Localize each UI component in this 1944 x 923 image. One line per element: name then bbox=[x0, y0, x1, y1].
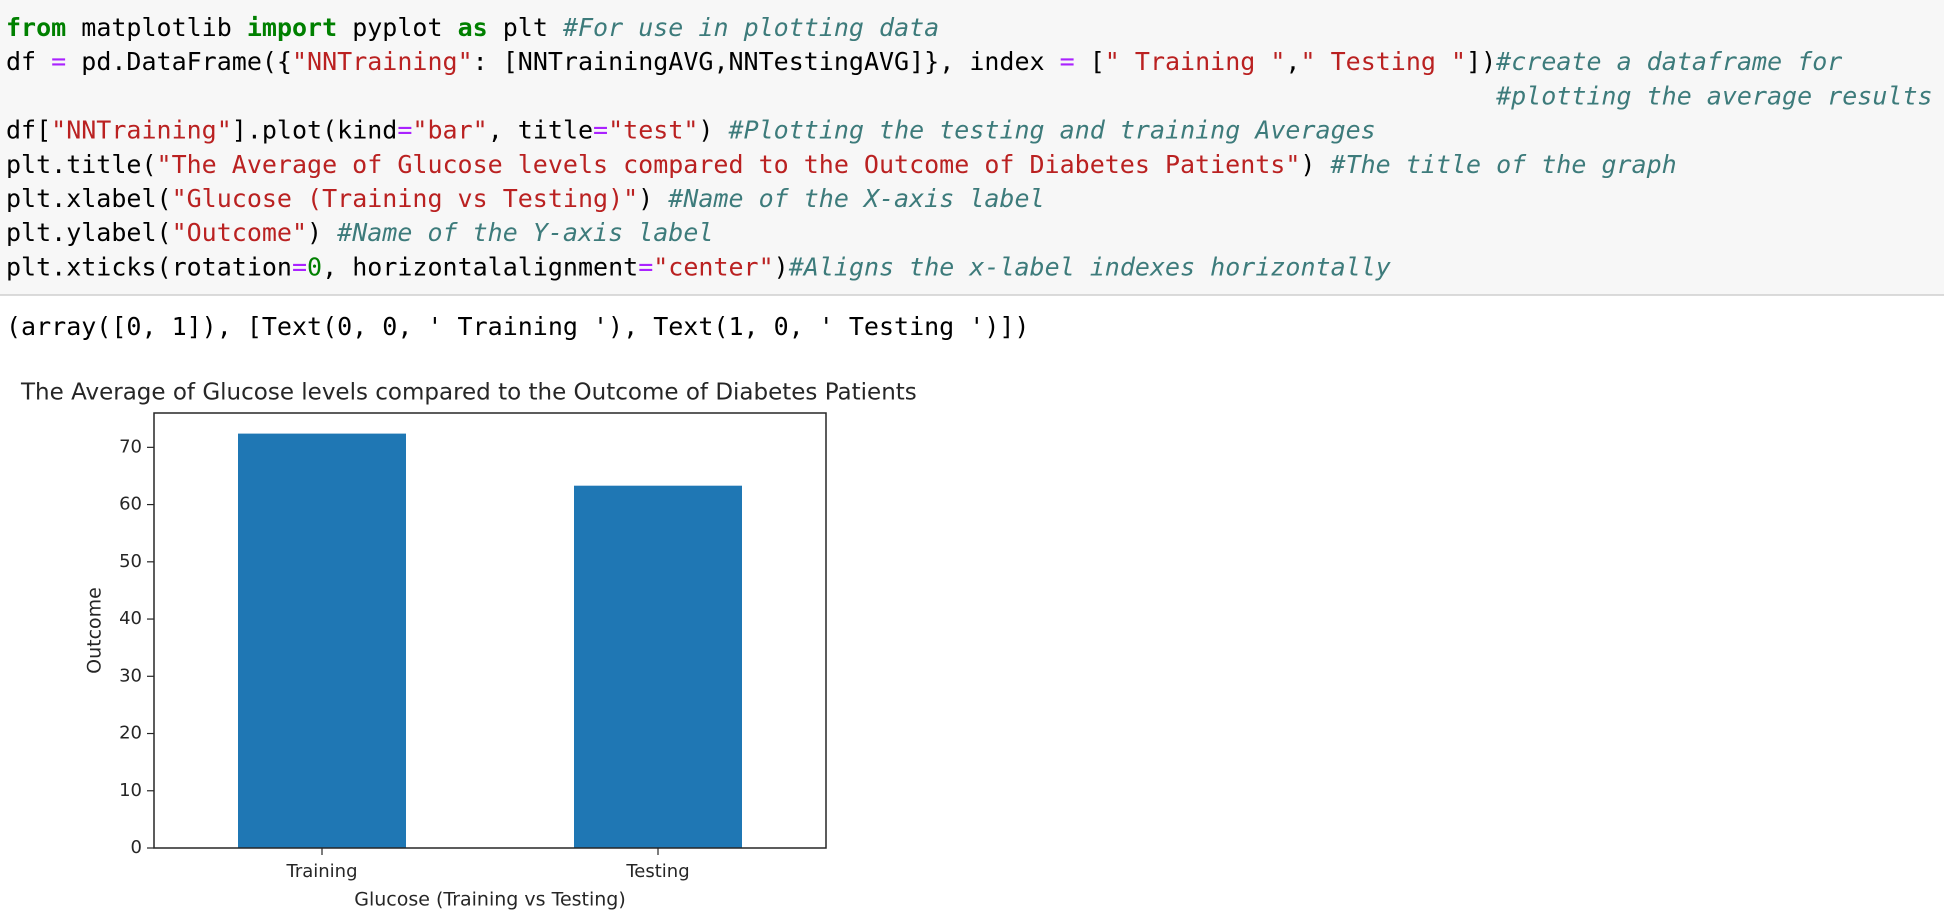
y-tick-label: 20 bbox=[119, 723, 142, 744]
code-line: from matplotlib import pyplot as plt #Fo… bbox=[6, 13, 939, 42]
code-token: ]) bbox=[1466, 47, 1496, 76]
code-token: = bbox=[51, 47, 66, 76]
code-token: #plotting the average results bbox=[6, 81, 1933, 110]
code-token: = bbox=[292, 252, 307, 281]
code-token: ) bbox=[1300, 150, 1330, 179]
code-token: ) bbox=[698, 116, 728, 145]
code-token: "NNTraining" bbox=[51, 116, 232, 145]
code-line: df = pd.DataFrame({"NNTraining": [NNTrai… bbox=[6, 47, 1842, 76]
code-token: = bbox=[1060, 47, 1075, 76]
code-token: plt bbox=[488, 13, 563, 42]
code-token: #Name of the Y-axis label bbox=[336, 218, 713, 247]
bar-chart: The Average of Glucose levels compared t… bbox=[20, 380, 917, 911]
y-tick-label: 70 bbox=[119, 436, 142, 457]
cell-output: (array([0, 1]), [Text(0, 0, ' Training '… bbox=[6, 312, 1030, 341]
code-token: #create a dataframe for bbox=[1495, 47, 1842, 76]
code-token: "Glucose (Training vs Testing)" bbox=[172, 184, 639, 213]
code-token: pyplot bbox=[337, 13, 457, 42]
code-token: "bar" bbox=[412, 116, 487, 145]
code-token: ) bbox=[638, 184, 668, 213]
y-axis-label: Outcome bbox=[84, 587, 106, 674]
code-token: df[ bbox=[6, 116, 51, 145]
code-token: plt.ylabel( bbox=[6, 218, 172, 247]
y-tick-label: 50 bbox=[119, 551, 142, 572]
code-token: df bbox=[6, 47, 51, 76]
code-line: #plotting the average results bbox=[6, 81, 1933, 110]
code-token: "center" bbox=[653, 252, 773, 281]
code-token: = bbox=[397, 116, 412, 145]
code-line: plt.title("The Average of Glucose levels… bbox=[6, 150, 1677, 179]
code-token: ].plot(kind bbox=[232, 116, 398, 145]
code-token: #Name of the X-axis label bbox=[667, 184, 1044, 213]
code-line: plt.xticks(rotation=0, horizontalalignme… bbox=[6, 252, 1391, 281]
x-tick-label: Testing bbox=[625, 861, 689, 882]
code-token: , horizontalalignment bbox=[322, 252, 638, 281]
y-tick-label: 60 bbox=[119, 494, 142, 515]
code-token: #For use in plotting data bbox=[562, 13, 939, 42]
code-token: matplotlib bbox=[66, 13, 247, 42]
x-tick-label: Training bbox=[285, 861, 357, 882]
code-token: "NNTraining" bbox=[292, 47, 473, 76]
code-token: "test" bbox=[608, 116, 698, 145]
axes-frame bbox=[153, 412, 827, 849]
code-token: as bbox=[458, 13, 488, 42]
code-token: from bbox=[6, 13, 66, 42]
y-tick-label: 30 bbox=[119, 665, 142, 686]
code-token: pd.DataFrame({ bbox=[66, 47, 292, 76]
code-token: 0 bbox=[307, 252, 322, 281]
code-cell-background bbox=[0, 0, 1944, 295]
code-token: ) bbox=[774, 252, 789, 281]
chart-title: The Average of Glucose levels compared t… bbox=[20, 380, 917, 406]
code-token: plt.title( bbox=[6, 150, 157, 179]
x-axis-label: Glucose (Training vs Testing) bbox=[354, 889, 626, 911]
code-token: = bbox=[638, 252, 653, 281]
code-token: plt.xlabel( bbox=[6, 184, 172, 213]
code-token: , title bbox=[488, 116, 593, 145]
code-block: from matplotlib import pyplot as plt #Fo… bbox=[6, 13, 1933, 281]
code-token: plt.xticks(rotation bbox=[6, 252, 292, 281]
y-tick-label: 40 bbox=[119, 608, 142, 629]
code-token: " Testing " bbox=[1300, 47, 1466, 76]
code-token: #The title of the graph bbox=[1330, 150, 1677, 179]
code-token: : [NNTrainingAVG,NNTestingAVG]}, index bbox=[473, 47, 1060, 76]
code-token: #Aligns the x-label indexes horizontally bbox=[788, 252, 1391, 281]
y-tick-label: 0 bbox=[131, 837, 142, 858]
code-line: plt.ylabel("Outcome") #Name of the Y-axi… bbox=[6, 218, 713, 247]
code-token: #Plotting the testing and training Avera… bbox=[728, 116, 1376, 145]
code-line: plt.xlabel("Glucose (Training vs Testing… bbox=[6, 184, 1045, 213]
code-token: "Outcome" bbox=[172, 218, 307, 247]
code-token: = bbox=[593, 116, 608, 145]
code-token: " Training " bbox=[1105, 47, 1286, 76]
code-token: "The Average of Glucose levels compared … bbox=[157, 150, 1301, 179]
bar bbox=[574, 485, 742, 848]
code-token: ) bbox=[307, 218, 337, 247]
code-token: , bbox=[1285, 47, 1300, 76]
code-line: df["NNTraining"].plot(kind="bar", title=… bbox=[6, 116, 1376, 145]
code-token: [ bbox=[1075, 47, 1105, 76]
y-tick-label: 10 bbox=[119, 780, 142, 801]
bar bbox=[238, 433, 406, 848]
code-token: import bbox=[247, 13, 337, 42]
